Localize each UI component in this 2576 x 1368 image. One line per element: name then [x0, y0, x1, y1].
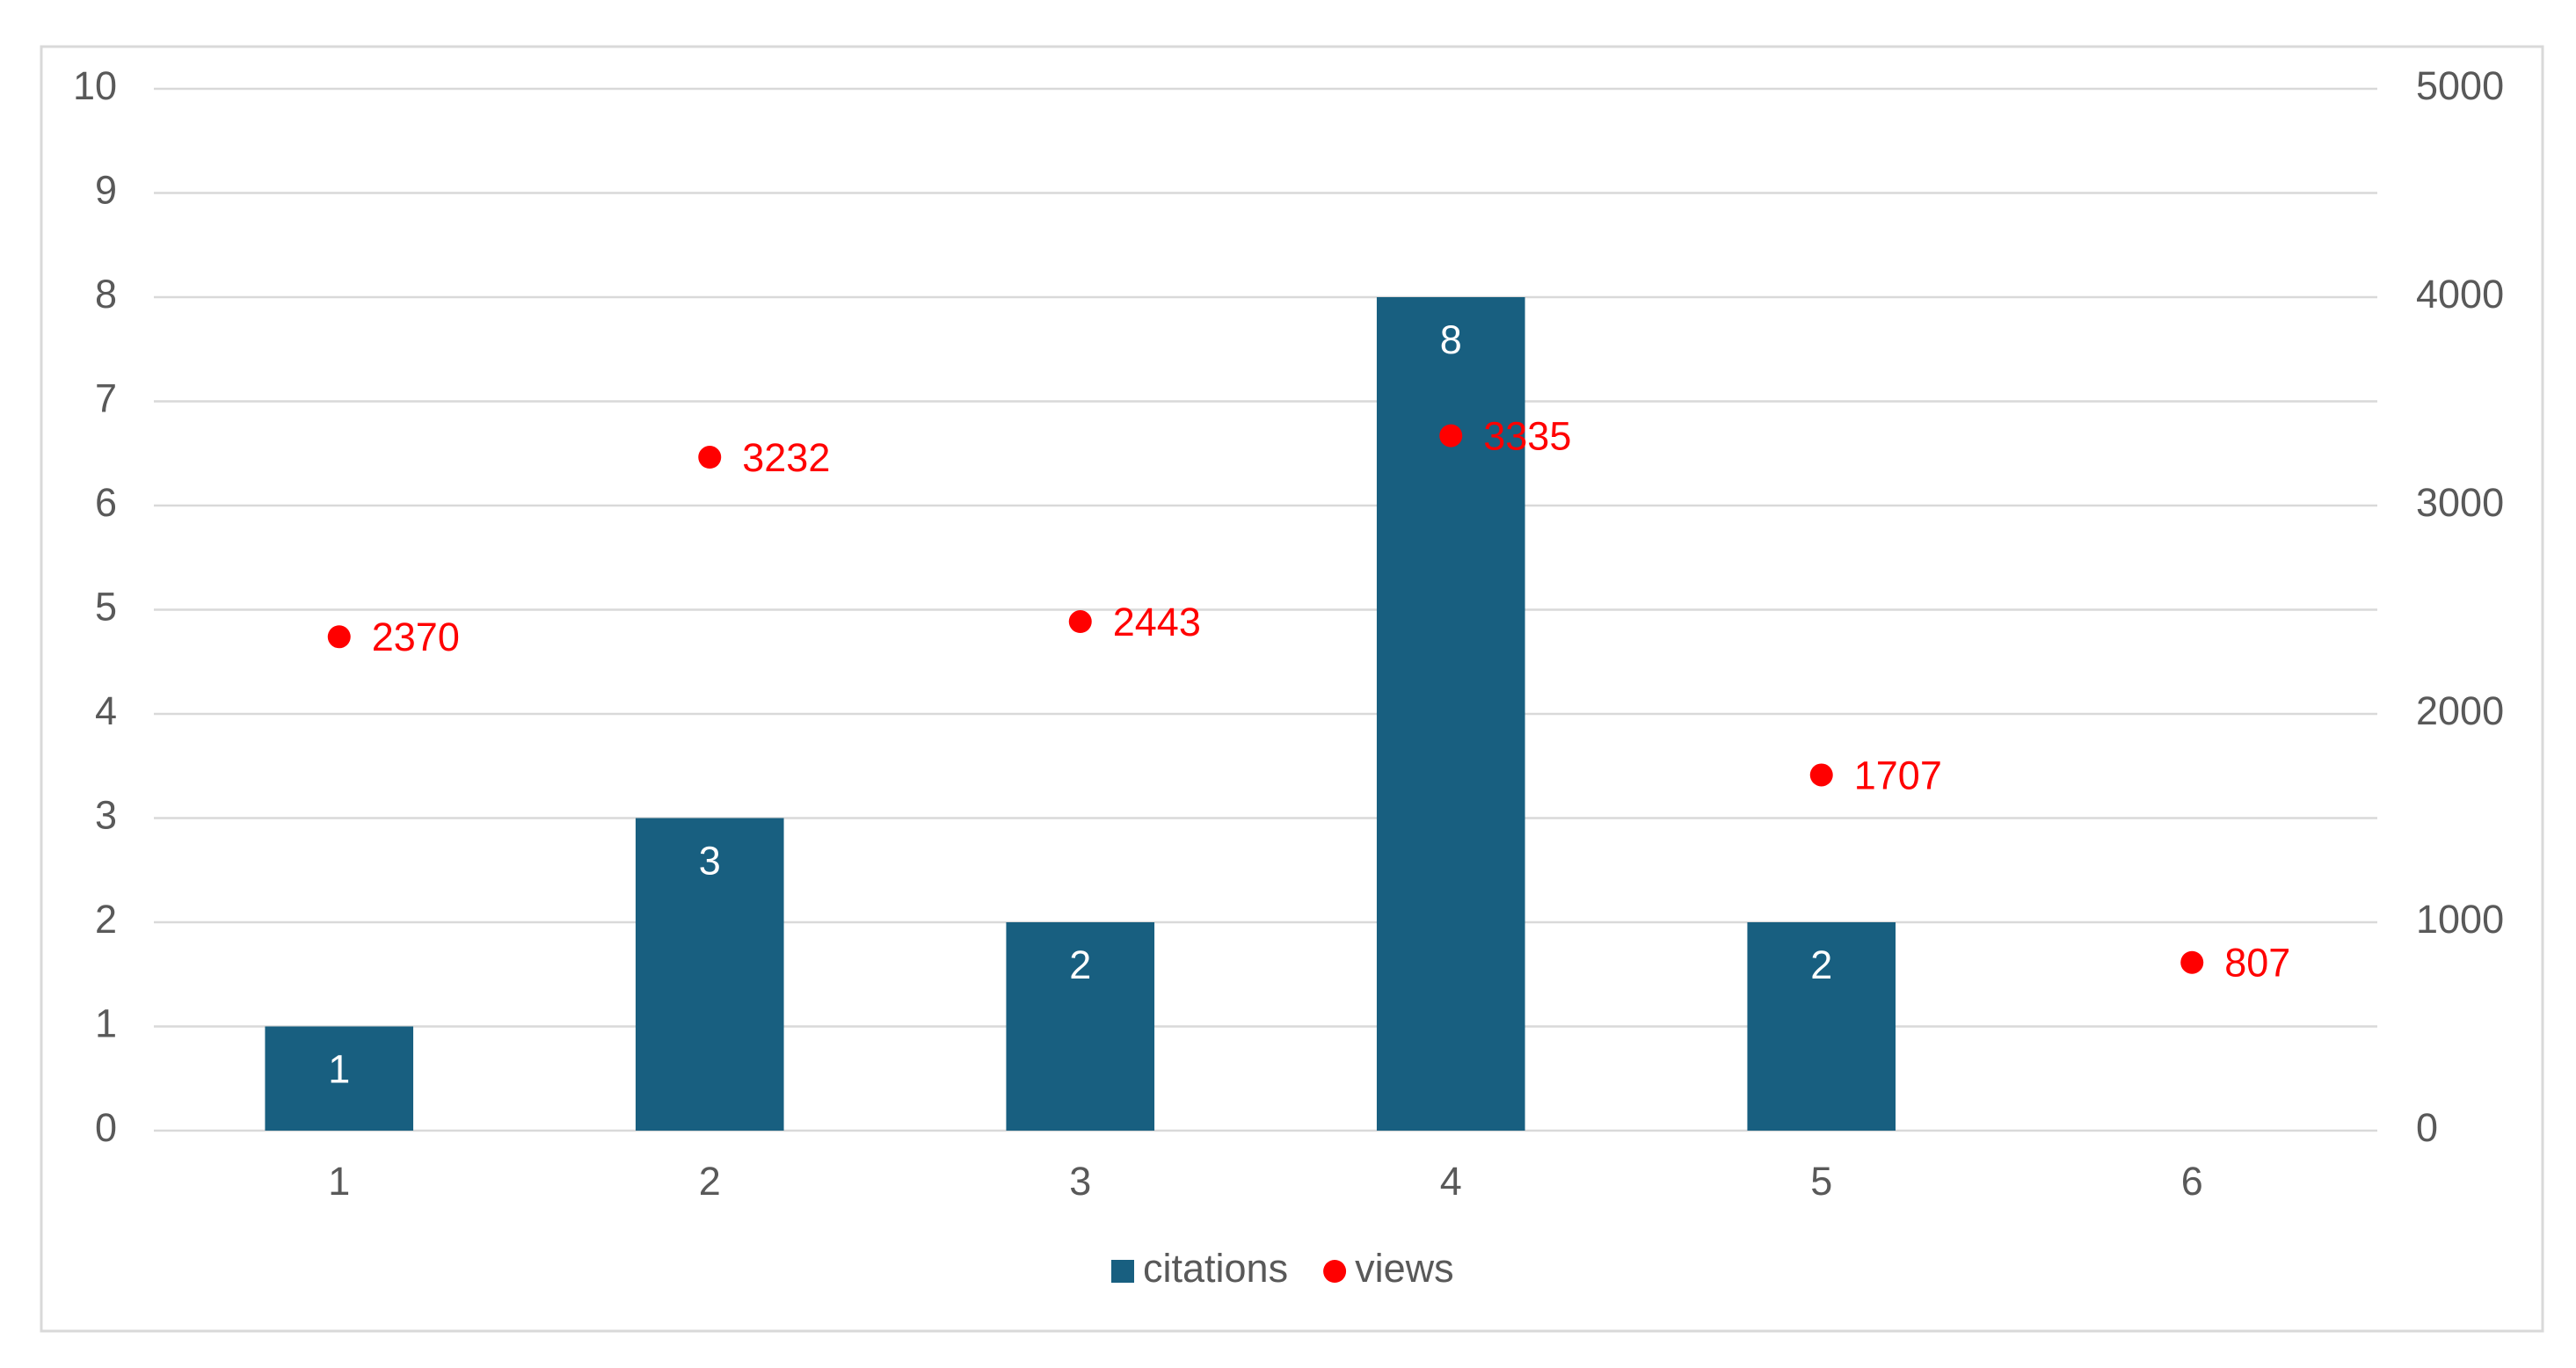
- data-label: 2: [1069, 942, 1091, 987]
- y2-tick-label: 4000: [2416, 272, 2504, 317]
- y-tick-label: 8: [95, 272, 117, 317]
- data-label: 8: [1440, 317, 1462, 362]
- data-label: 2443: [1113, 600, 1201, 644]
- bar: [265, 1026, 414, 1131]
- point: [2180, 950, 2204, 974]
- data-label: 3: [699, 838, 721, 883]
- x-tick-label: 5: [1810, 1159, 1832, 1204]
- y2-tick-label: 0: [2416, 1105, 2438, 1150]
- y-tick-label: 4: [95, 688, 117, 733]
- y-tick-label: 10: [73, 63, 117, 108]
- data-label: 807: [2224, 941, 2290, 986]
- point: [698, 446, 722, 469]
- x-tick-label: 3: [1069, 1159, 1091, 1204]
- x-tick-label: 2: [699, 1159, 721, 1204]
- y-tick-label: 6: [95, 480, 117, 525]
- chart-frame: [40, 45, 2544, 1333]
- y-tick-label: 5: [95, 584, 117, 629]
- point: [1809, 763, 1833, 787]
- bar: [1747, 922, 1896, 1131]
- y-tick-label: 1: [95, 1001, 117, 1045]
- y-tick-label: 3: [95, 792, 117, 837]
- legend-swatch: [1111, 1260, 1134, 1283]
- y-tick-label: 2: [95, 897, 117, 942]
- y-tick-label: 0: [95, 1105, 117, 1150]
- x-tick-label: 1: [328, 1159, 350, 1204]
- point: [1439, 424, 1463, 448]
- x-tick-label: 4: [1440, 1159, 1462, 1204]
- data-label: 2: [1810, 942, 1832, 987]
- y-tick-label: 9: [95, 167, 117, 212]
- legend-label: views: [1355, 1246, 1454, 1291]
- point: [1068, 610, 1092, 634]
- data-label: 1707: [1854, 753, 1942, 797]
- data-label: 1: [328, 1046, 350, 1091]
- y2-tick-label: 5000: [2416, 63, 2504, 108]
- y2-tick-label: 1000: [2416, 897, 2504, 942]
- x-tick-label: 6: [2181, 1159, 2203, 1204]
- bar: [635, 818, 784, 1131]
- data-label: 3335: [1483, 413, 1571, 458]
- y2-tick-label: 2000: [2416, 688, 2504, 733]
- legend-label: citations: [1143, 1246, 1288, 1291]
- data-label: 2370: [372, 615, 460, 659]
- bar: [1006, 922, 1155, 1131]
- y2-tick-label: 3000: [2416, 480, 2504, 525]
- legend-swatch: [1323, 1260, 1347, 1283]
- y-tick-label: 7: [95, 375, 117, 420]
- point: [327, 625, 351, 649]
- data-label: 3232: [742, 435, 830, 480]
